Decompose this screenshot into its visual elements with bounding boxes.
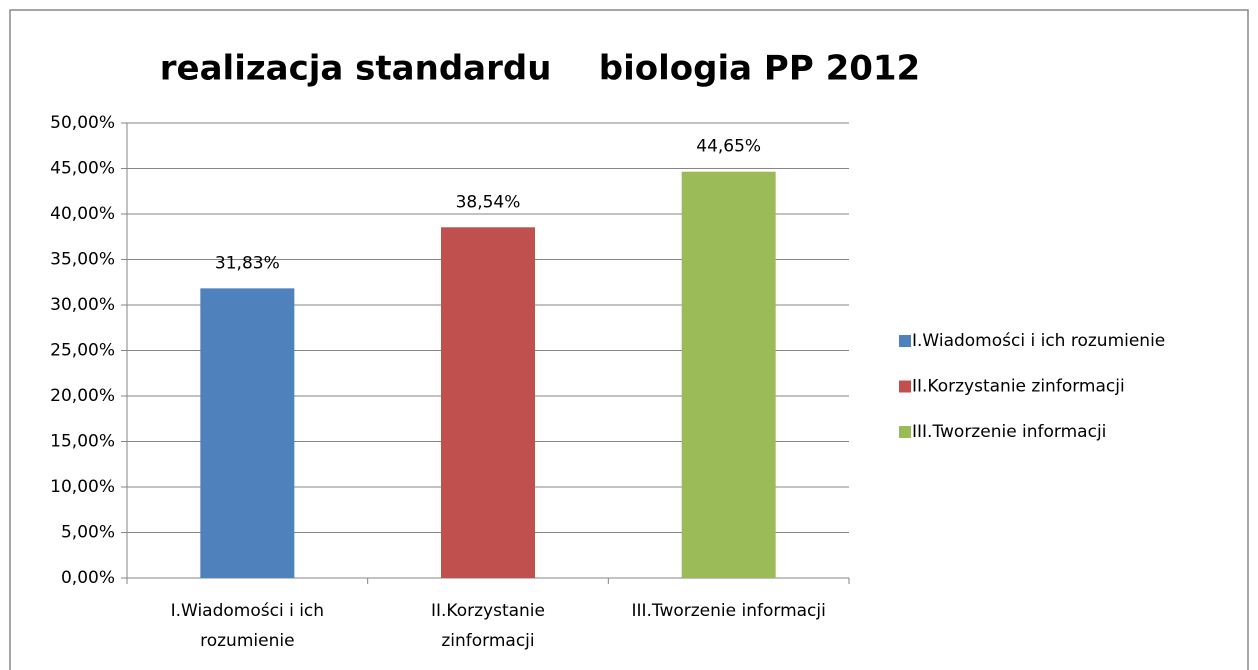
y-tick-label: 0,00% <box>61 568 115 588</box>
chart-title: realizacja standardu biologia PP 2012 <box>160 49 920 89</box>
bar <box>441 227 535 578</box>
data-label: 44,65% <box>696 137 761 157</box>
y-tick-label: 50,00% <box>50 113 115 133</box>
bar <box>200 288 295 578</box>
x-tick-label: III.Tworzenie informacji <box>631 601 826 621</box>
legend-label: III.Tworzenie informacji <box>912 422 1106 442</box>
legend-swatch <box>899 380 911 393</box>
y-tick-label: 30,00% <box>50 295 115 315</box>
y-tick-label: 5,00% <box>61 523 115 543</box>
data-label: 31,83% <box>215 253 280 273</box>
x-tick-label: II.Korzystanie zinformacji <box>430 601 545 651</box>
y-tick-label: 15,00% <box>50 432 115 452</box>
y-tick-label: 40,00% <box>50 204 115 224</box>
y-tick-label: 25,00% <box>50 341 115 361</box>
y-tick-label: 45,00% <box>50 159 115 179</box>
y-tick-label: 10,00% <box>50 477 115 497</box>
legend-label: II.Korzystanie zinformacji <box>912 377 1125 397</box>
bar <box>681 171 776 578</box>
y-tick-label: 20,00% <box>50 386 115 406</box>
legend-swatch <box>899 426 911 438</box>
legend-swatch <box>899 335 911 347</box>
y-tick-label: 35,00% <box>50 250 115 270</box>
x-tick-label: I.Wiadomości i ich rozumienie <box>170 601 325 651</box>
data-label: 38,54% <box>456 192 521 212</box>
legend-label: I.Wiadomości i ich rozumienie <box>912 331 1165 351</box>
